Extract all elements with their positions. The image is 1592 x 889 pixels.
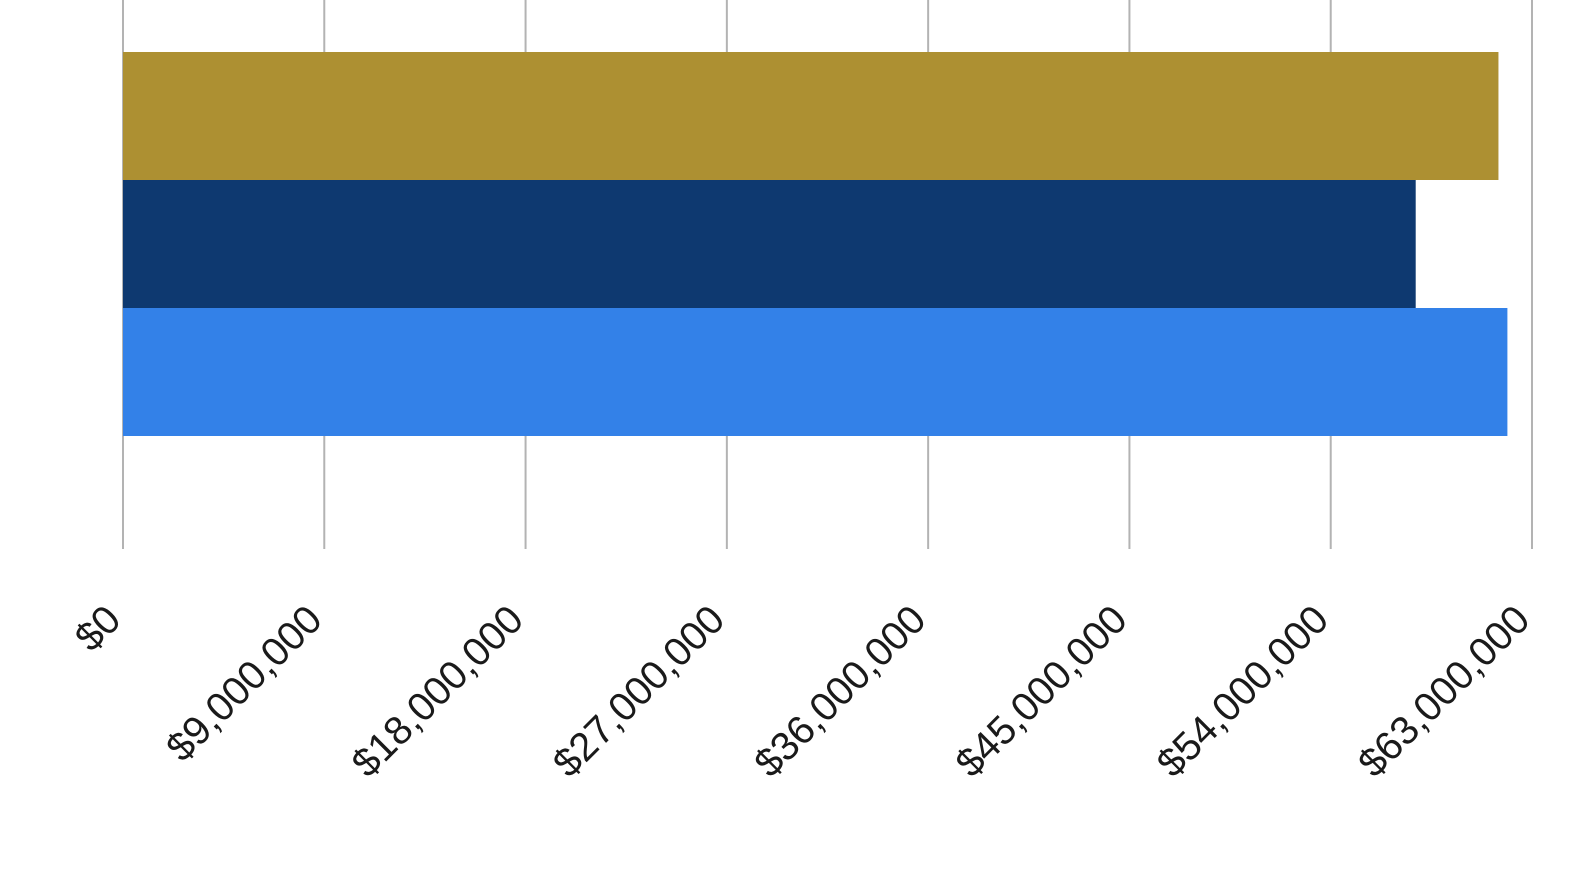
x-tick-label: $0 xyxy=(67,597,130,660)
x-tick-label: $18,000,000 xyxy=(344,597,532,785)
x-axis-tick-labels: $0 $9,000,000 $18,000,000 $27,000,000 $36,00… xyxy=(67,597,1539,785)
bar-series-3 xyxy=(123,308,1508,436)
bar-series-2 xyxy=(123,180,1416,308)
bars xyxy=(123,52,1508,436)
x-tick-label: $54,000,000 xyxy=(1149,597,1337,785)
x-tick-label: $9,000,000 xyxy=(158,597,331,770)
x-tick-label: $27,000,000 xyxy=(545,597,733,785)
bar-series-1 xyxy=(123,52,1499,180)
x-tick-label: $36,000,000 xyxy=(746,597,934,785)
x-tick-label: $45,000,000 xyxy=(947,597,1135,785)
x-tick-label: $63,000,000 xyxy=(1350,597,1538,785)
